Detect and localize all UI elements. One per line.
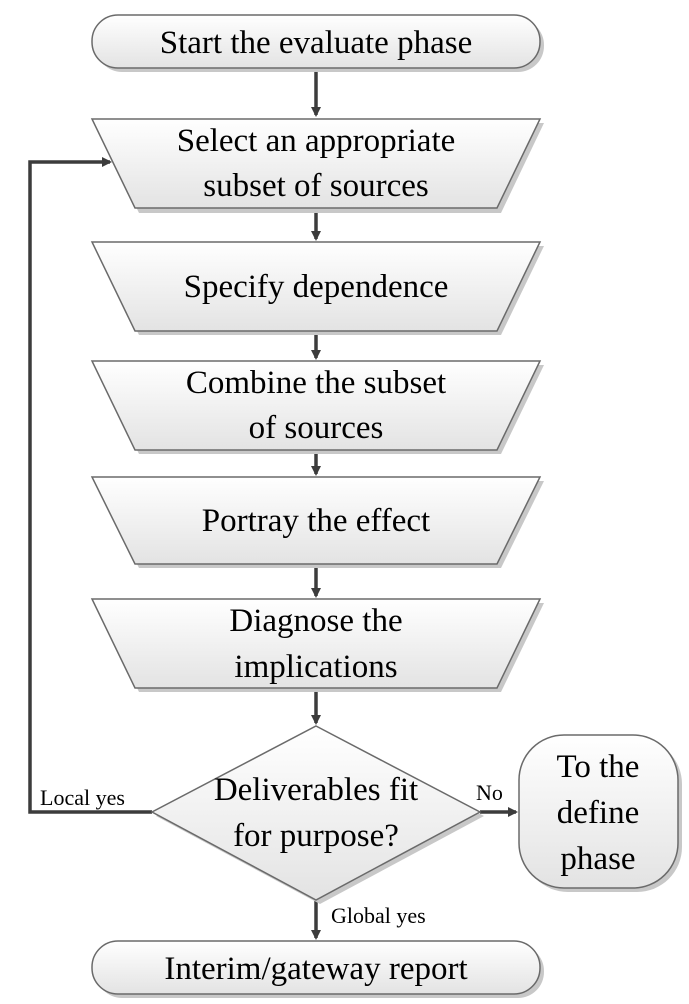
global-yes-label: Global yes bbox=[331, 903, 426, 928]
select-sources-shape bbox=[90, 118, 542, 209]
define-phase-label-line1: To the bbox=[557, 749, 640, 785]
select-sources-node: Select an appropriate subset of sources bbox=[90, 118, 544, 213]
diagnose-implications-node: Diagnose the implications bbox=[90, 598, 544, 692]
decision-node: Deliverables fit for purpose? bbox=[150, 725, 484, 904]
no-label: No bbox=[476, 780, 503, 805]
specify-dependence-shape bbox=[90, 241, 542, 332]
decision-label-line1: Deliverables fit bbox=[214, 772, 418, 808]
arrow-local-yes-loop bbox=[28, 157, 152, 814]
specify-dependence-node: Specify dependence bbox=[90, 241, 544, 335]
combine-subset-shape bbox=[90, 360, 542, 451]
portray-effect-node: Portray the effect bbox=[90, 476, 544, 568]
specify-dependence-label: Specify dependence bbox=[184, 269, 449, 305]
connectors bbox=[28, 68, 518, 940]
combine-subset-node: Combine the subset of sources bbox=[90, 360, 544, 454]
report-node-shape bbox=[91, 940, 541, 995]
define-phase-label-line3: phase bbox=[560, 841, 635, 877]
start-node: Start the evaluate phase bbox=[91, 14, 544, 72]
define-phase-shape bbox=[518, 734, 679, 889]
start-node-label: Start the evaluate phase bbox=[160, 25, 472, 61]
report-node: Interim/gateway report bbox=[91, 940, 544, 998]
diagnose-implications-label-line2: implications bbox=[234, 649, 397, 685]
select-sources-label-line1: Select an appropriate bbox=[177, 123, 456, 159]
portray-effect-shape bbox=[90, 476, 542, 565]
combine-subset-label-line2: of sources bbox=[249, 410, 384, 446]
report-node-label: Interim/gateway report bbox=[164, 951, 467, 987]
define-phase-label-line2: define bbox=[557, 795, 639, 831]
select-sources-label-line2: subset of sources bbox=[203, 168, 428, 204]
decision-shape bbox=[150, 725, 482, 901]
portray-effect-label: Portray the effect bbox=[202, 503, 430, 539]
decision-label-line2: for purpose? bbox=[233, 818, 399, 854]
combine-subset-label-line1: Combine the subset bbox=[186, 365, 446, 401]
start-node-shape bbox=[91, 14, 541, 69]
define-phase-node: To the define phase bbox=[518, 734, 682, 892]
diagnose-implications-label-line1: Diagnose the bbox=[229, 603, 402, 639]
local-yes-label: Local yes bbox=[40, 785, 125, 810]
diagnose-implications-shape bbox=[90, 598, 542, 689]
